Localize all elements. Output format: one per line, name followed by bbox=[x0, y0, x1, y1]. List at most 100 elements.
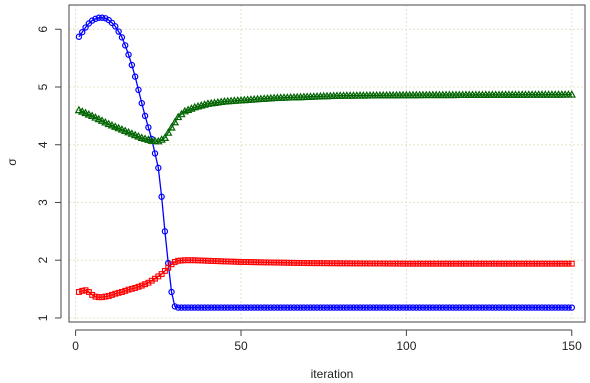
data-point bbox=[535, 260, 542, 267]
data-point bbox=[178, 304, 185, 311]
data-point bbox=[492, 260, 499, 267]
data-point bbox=[399, 304, 407, 311]
data-point bbox=[130, 130, 140, 139]
data-point bbox=[419, 260, 426, 267]
data-point bbox=[475, 304, 483, 311]
data-point bbox=[429, 304, 437, 311]
data-point bbox=[297, 260, 304, 266]
data-point bbox=[373, 260, 380, 267]
data-point bbox=[456, 304, 463, 311]
data-point bbox=[168, 288, 175, 296]
data-point bbox=[313, 304, 321, 311]
data-point bbox=[568, 260, 575, 267]
data-point bbox=[181, 257, 188, 264]
data-point bbox=[324, 260, 330, 267]
data-point bbox=[360, 304, 367, 311]
data-point bbox=[568, 304, 575, 311]
data-point bbox=[247, 304, 255, 311]
data-point bbox=[383, 260, 390, 267]
y-tick-label: 5 bbox=[36, 83, 50, 90]
data-point bbox=[489, 260, 496, 267]
data-point bbox=[89, 291, 96, 298]
data-point bbox=[284, 259, 291, 266]
data-point bbox=[466, 260, 473, 267]
data-point bbox=[87, 111, 97, 120]
data-point bbox=[101, 117, 110, 126]
data-point bbox=[330, 304, 337, 311]
data-point bbox=[195, 257, 201, 264]
data-point bbox=[171, 303, 179, 310]
data-point bbox=[373, 304, 380, 311]
data-point bbox=[538, 304, 546, 311]
y-axis-title: σ bbox=[5, 158, 19, 166]
data-point bbox=[244, 304, 251, 311]
data-point bbox=[95, 14, 102, 21]
y-tick-label: 4 bbox=[36, 141, 50, 148]
data-point bbox=[310, 260, 317, 267]
series-layer bbox=[74, 14, 576, 311]
data-point bbox=[363, 304, 370, 311]
data-point bbox=[211, 304, 218, 311]
data-point bbox=[98, 14, 106, 21]
data-point bbox=[472, 260, 479, 267]
data-point bbox=[433, 260, 440, 267]
data-point bbox=[221, 304, 228, 311]
data-point bbox=[128, 61, 136, 69]
data-point bbox=[131, 73, 139, 80]
data-point bbox=[562, 260, 569, 267]
data-point bbox=[142, 281, 149, 288]
data-point bbox=[485, 304, 493, 311]
data-point bbox=[512, 260, 519, 267]
data-point bbox=[439, 304, 446, 311]
data-point bbox=[124, 127, 133, 136]
data-point bbox=[234, 258, 241, 265]
data-point bbox=[274, 259, 281, 266]
data-point bbox=[79, 28, 86, 36]
data-point bbox=[191, 257, 198, 264]
data-point bbox=[337, 304, 344, 311]
data-point bbox=[270, 304, 278, 311]
data-point bbox=[389, 304, 397, 311]
data-point bbox=[545, 260, 552, 267]
data-point bbox=[502, 304, 509, 311]
data-point bbox=[284, 304, 291, 311]
data-point bbox=[247, 259, 254, 266]
data-point bbox=[317, 304, 324, 311]
data-point bbox=[241, 259, 248, 265]
plot-frame bbox=[68, 4, 586, 323]
data-point bbox=[251, 259, 258, 266]
data-point bbox=[439, 260, 446, 267]
data-point bbox=[393, 260, 400, 267]
data-point bbox=[512, 304, 519, 311]
data-point bbox=[115, 289, 122, 296]
data-point bbox=[337, 260, 344, 267]
data-point bbox=[366, 304, 374, 311]
data-point bbox=[406, 260, 413, 267]
data-point bbox=[350, 260, 357, 267]
series-0 bbox=[75, 14, 575, 311]
data-point bbox=[532, 260, 539, 267]
data-point bbox=[158, 193, 165, 200]
data-point bbox=[310, 304, 317, 311]
data-point bbox=[380, 304, 387, 311]
data-point bbox=[323, 304, 331, 311]
data-point bbox=[277, 259, 284, 266]
data-point bbox=[443, 260, 450, 267]
data-point bbox=[214, 304, 222, 311]
data-point bbox=[132, 284, 139, 291]
data-point bbox=[118, 34, 126, 41]
data-point bbox=[138, 282, 145, 289]
data-point bbox=[117, 125, 127, 133]
data-point bbox=[386, 304, 394, 311]
data-point bbox=[353, 304, 360, 311]
data-point bbox=[122, 287, 129, 294]
data-point bbox=[446, 304, 453, 311]
data-point bbox=[287, 304, 294, 311]
data-point bbox=[482, 260, 489, 267]
data-point bbox=[277, 304, 284, 311]
data-point bbox=[300, 304, 308, 311]
data-point bbox=[171, 258, 178, 265]
data-point bbox=[360, 260, 367, 267]
data-point bbox=[565, 304, 572, 311]
data-point bbox=[496, 260, 502, 267]
